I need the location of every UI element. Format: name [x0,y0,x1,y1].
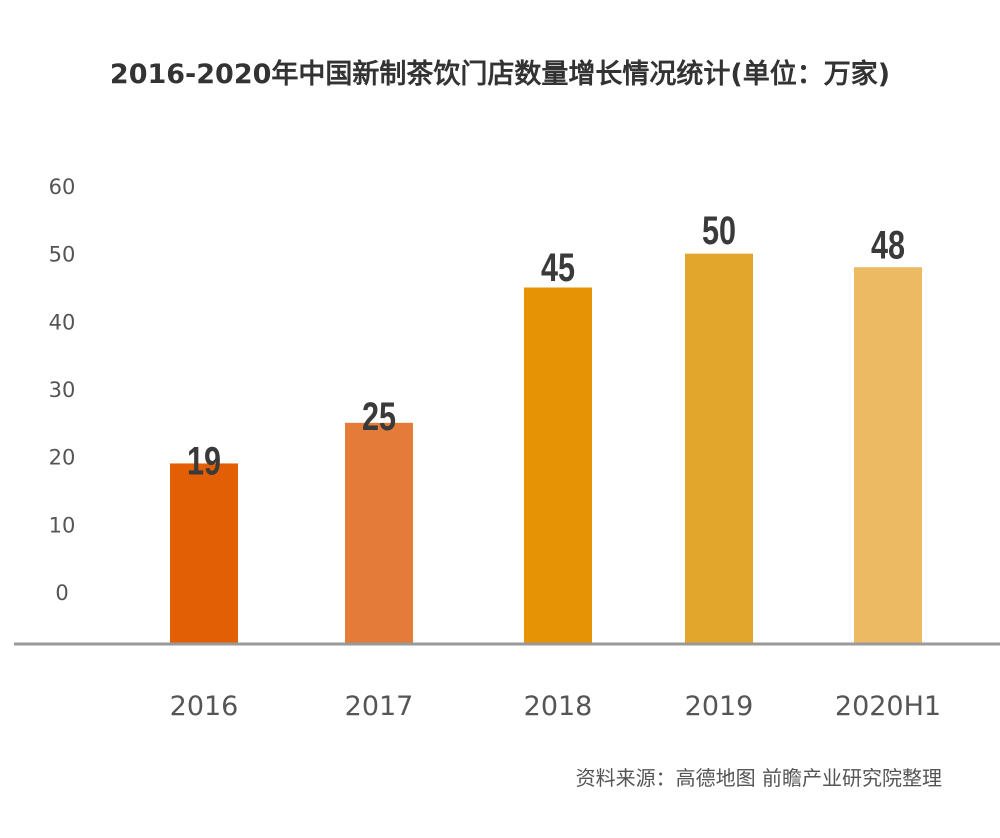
bar [170,463,238,644]
data-label: 19 [187,440,221,484]
data-label: 48 [871,224,905,268]
y-tick-label: 10 [49,513,76,537]
y-tick-label: 50 [49,243,76,267]
bar [524,287,592,644]
data-label: 45 [541,246,575,290]
chart-title: 2016-2020年中国新制茶饮门店数量增长情况统计(单位：万家) [109,59,891,90]
bar [345,422,413,644]
bar [854,267,922,644]
bar [685,253,753,644]
y-tick-label: 40 [49,310,76,334]
source-note: 资料来源：高德地图 前瞻产业研究院整理 [575,766,942,790]
x-tick-label: 2017 [345,691,414,722]
x-tick-label: 2018 [524,691,593,722]
y-tick-label: 60 [49,175,76,199]
x-tick-label: 2020H1 [835,691,941,722]
data-label: 50 [702,209,736,253]
data-label: 25 [362,395,396,439]
y-tick-label: 20 [49,446,76,470]
x-tick-label: 2016 [170,691,239,722]
x-tick-label: 2019 [685,691,754,722]
y-tick-label: 30 [49,378,76,402]
y-tick-label: 0 [55,581,68,605]
